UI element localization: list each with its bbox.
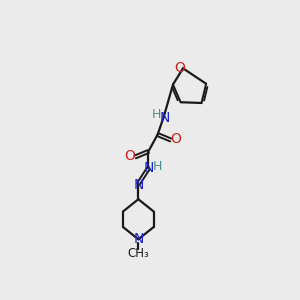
Text: O: O bbox=[124, 149, 135, 163]
Text: N: N bbox=[134, 178, 144, 192]
Text: H: H bbox=[153, 160, 162, 173]
Text: N: N bbox=[133, 232, 143, 246]
Text: O: O bbox=[171, 132, 182, 146]
Text: N: N bbox=[144, 161, 154, 175]
Text: N: N bbox=[160, 111, 170, 124]
Text: O: O bbox=[175, 61, 185, 75]
Text: CH₃: CH₃ bbox=[128, 247, 149, 260]
Text: H: H bbox=[152, 108, 161, 121]
